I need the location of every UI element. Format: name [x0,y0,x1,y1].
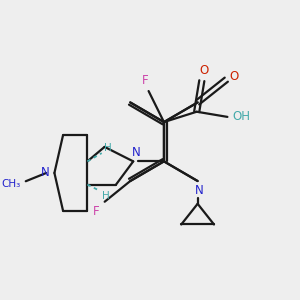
Text: N: N [41,167,50,179]
Text: O: O [199,64,208,77]
Text: F: F [142,74,149,87]
Text: N: N [195,184,204,197]
Text: CH₃: CH₃ [2,179,21,189]
Text: OH: OH [233,110,251,123]
Text: H: H [104,143,112,153]
Text: N: N [132,146,141,159]
Text: F: F [93,205,100,218]
Text: H: H [102,191,110,201]
Text: O: O [230,70,239,83]
